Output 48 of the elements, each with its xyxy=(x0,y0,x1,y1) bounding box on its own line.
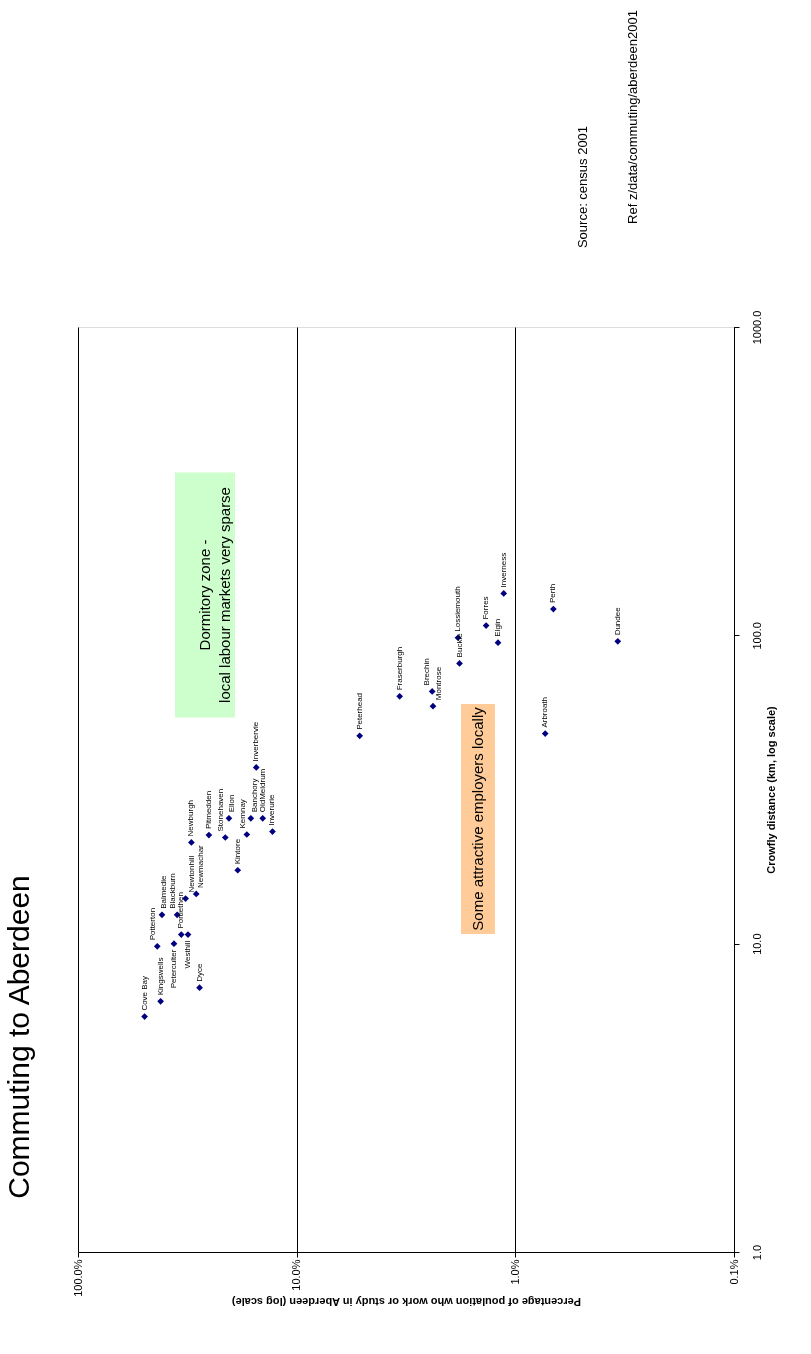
annotation: Westhill xyxy=(183,940,192,969)
annotation: Portlethen xyxy=(176,892,186,929)
annotation: Potterton xyxy=(148,907,158,941)
annotation: Newtonhill xyxy=(186,855,196,893)
x-tick-label: 10.0% xyxy=(290,1259,303,1291)
text: Commuting to Aberdeen xyxy=(2,875,35,1199)
y-tick-label: 1.0 xyxy=(750,1244,763,1261)
y-tick-label: 10.0 xyxy=(750,933,763,955)
annotation: Some attractive employers locally xyxy=(469,706,486,931)
annotation: Brechin xyxy=(422,658,432,686)
x-tick-label: 1.0% xyxy=(508,1259,521,1285)
x-tick-label: 0.1% xyxy=(727,1259,740,1285)
annotation: Forres xyxy=(481,596,491,620)
annotation: Banchory xyxy=(249,778,259,813)
annotation: Arbroath xyxy=(540,696,550,728)
annotation: Lossiemouth xyxy=(452,586,462,632)
text: Ref z/data/commuting/aberdeen2001 xyxy=(625,10,640,224)
annotation: Inverurie xyxy=(267,793,277,826)
annotation: Peterculter xyxy=(168,949,178,989)
annotation: Newburgh xyxy=(186,799,196,837)
annotation: Kingswells xyxy=(155,957,165,996)
annotation: Ellon xyxy=(226,794,236,813)
annotation: Blackburn xyxy=(168,873,178,909)
x-axis-title: Percentage of poulation who work or study in Aberdeen (log scale) xyxy=(231,1295,582,1308)
source-note: Source: census 2001 xyxy=(575,125,590,249)
annotation: Elgin xyxy=(493,618,503,637)
annotation: Perth xyxy=(548,583,558,604)
annotation: Kintore xyxy=(232,838,242,865)
annotation: OldMeldrum xyxy=(257,768,267,813)
annotation: Inverbervie xyxy=(251,721,261,762)
annotation: Peterhead xyxy=(354,692,364,730)
annotation: Cove Bay xyxy=(139,975,149,1011)
y-tick-label: 1000.0 xyxy=(750,310,763,345)
x-tick-label: 100.0% xyxy=(71,1259,84,1297)
y-axis-title: Crowfly distance (km, log scale) xyxy=(764,705,777,874)
annotation: Balmedie xyxy=(158,874,168,909)
y-tick-label: 100.0 xyxy=(750,622,763,650)
annotation: Dyce xyxy=(194,962,204,982)
annotation: Fraserburgh xyxy=(394,646,404,691)
annotation: Buckie xyxy=(454,632,464,658)
annotation: Inverness xyxy=(498,552,508,588)
annotation: Kemnay xyxy=(237,799,247,829)
annotation: Stonehaven xyxy=(216,788,226,832)
annotation: Dormitory zone - local labour markets very sparse xyxy=(196,487,233,703)
annotation: Dundee xyxy=(612,606,622,636)
annotation: Pitmedden xyxy=(203,790,213,830)
annotation: Newmachar xyxy=(196,844,206,888)
annotation: Montrose xyxy=(433,666,443,701)
